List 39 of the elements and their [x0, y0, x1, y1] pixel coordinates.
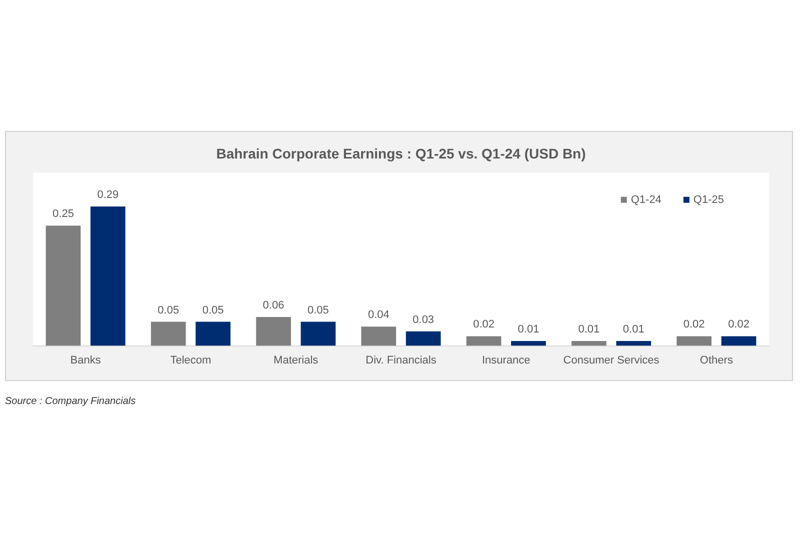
bar: [572, 340, 606, 346]
bar: [721, 336, 756, 346]
bar: [406, 331, 441, 346]
x-tick-label: Div. Financials: [366, 354, 437, 366]
bar: [511, 340, 546, 346]
x-tick-label: Insurance: [482, 354, 530, 366]
data-label: 0.02: [473, 318, 495, 331]
x-tick-label: Banks: [70, 354, 102, 366]
bar: [361, 326, 396, 346]
bar: [616, 340, 652, 346]
legend-label: Q1-25: [693, 194, 724, 206]
bar: [256, 316, 291, 346]
x-tick-label: Materials: [274, 354, 319, 366]
data-label: 0.01: [518, 324, 540, 336]
chart-title: Bahrain Corporate Earnings : Q1-25 vs. Q1-24 (USD Bn): [216, 145, 586, 162]
data-label: 0.02: [683, 318, 705, 331]
data-label: 0.05: [158, 304, 180, 316]
bar: [196, 322, 230, 346]
bar: [466, 336, 502, 346]
data-label: 0.06: [262, 300, 284, 312]
bar: [150, 322, 186, 346]
data-label: 0.25: [52, 208, 74, 220]
bar: [90, 206, 126, 346]
data-label: 0.01: [622, 324, 644, 336]
data-label: 0.05: [307, 304, 329, 316]
bar: [46, 226, 81, 346]
bar: [676, 336, 712, 346]
data-label: 0.04: [368, 309, 390, 322]
legend-label: Q1-24: [630, 194, 662, 206]
bar: [300, 322, 336, 346]
x-tick-label: Others: [700, 354, 734, 366]
data-label: 0.29: [97, 188, 119, 201]
source-note: Source : Company Financials: [5, 396, 136, 407]
data-label: 0.03: [412, 314, 434, 326]
data-label: 0.02: [728, 318, 750, 331]
x-tick-label: Consumer Services: [563, 354, 660, 366]
data-label: 0.05: [202, 304, 224, 316]
x-tick-label: Telecom: [170, 354, 212, 366]
data-label: 0.01: [578, 324, 600, 336]
